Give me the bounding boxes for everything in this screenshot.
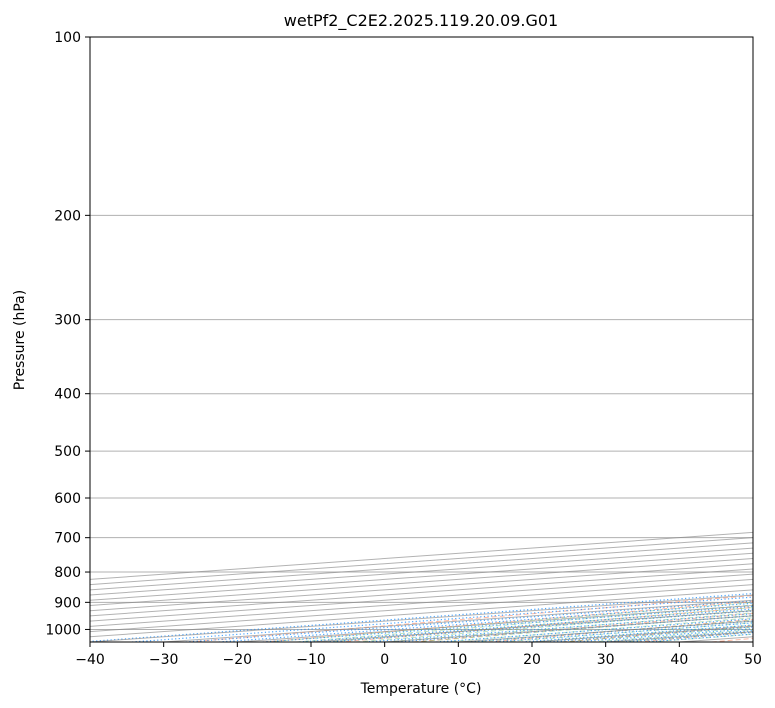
plot-frame — [89, 36, 754, 643]
y-tick-label: 300 — [54, 313, 81, 329]
x-tick-label: 10 — [449, 652, 467, 668]
x-tick-label: −40 — [75, 652, 105, 668]
x-tick-label: 50 — [744, 652, 762, 668]
y-tick-label: 800 — [54, 565, 81, 581]
y-axis-label: Pressure (hPa) — [12, 290, 28, 390]
isotherm-line — [90, 537, 753, 586]
x-tick-label: −10 — [296, 652, 326, 668]
x-tick-label: 30 — [597, 652, 615, 668]
y-tick-label: 1000 — [45, 622, 81, 638]
x-tick-label: 0 — [380, 652, 389, 668]
y-tick-label: 600 — [54, 491, 81, 507]
mixing-ratio-line — [299, 608, 753, 642]
plot-area: -100-90-80-70-60-50-40-30-20-100.10.20.4… — [90, 37, 753, 642]
mixing-ratio-line — [262, 605, 753, 642]
x-tick-label: −20 — [223, 652, 253, 668]
x-tick-label: −30 — [149, 652, 179, 668]
y-tick-label: 700 — [54, 531, 81, 547]
y-tick-label: 400 — [54, 387, 81, 403]
y-tick-label: 900 — [54, 595, 81, 611]
y-tick-label: 200 — [54, 208, 81, 224]
x-tick-label: 20 — [523, 652, 541, 668]
skewed-isotherms — [90, 531, 753, 642]
x-tick-label: 40 — [670, 652, 688, 668]
y-tick-label: 500 — [54, 444, 81, 460]
y-axis: 1000 900 800 700 600 500 400 300 200 100 — [45, 30, 90, 638]
x-axis-label: Temperature (°C) — [360, 681, 482, 697]
chart-title: wetPf2_C2E2.2025.119.20.09.G01 — [284, 11, 558, 31]
y-tick-label: 100 — [54, 30, 81, 46]
x-axis: −40 −30 −20 −10 0 10 20 30 40 50 — [75, 642, 762, 668]
isotherm-line — [90, 531, 753, 580]
